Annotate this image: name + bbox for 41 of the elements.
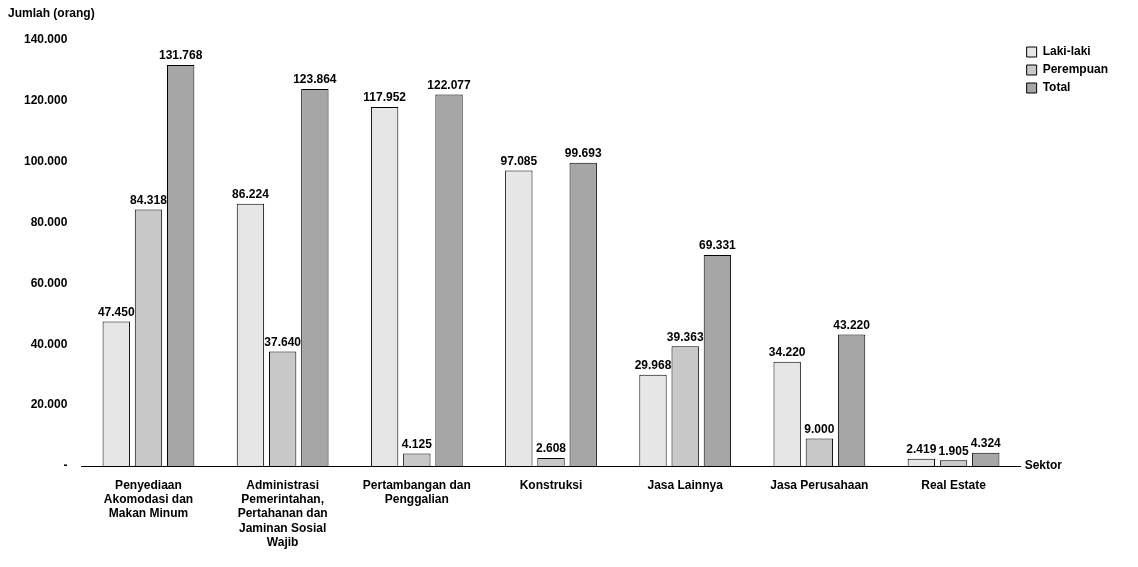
y-tick-label: 100.000 (23, 154, 68, 169)
data-label: 29.968 (634, 358, 672, 373)
data-label: 9.000 (804, 421, 835, 436)
y-axis-title: Jumlah (orang) (8, 6, 95, 21)
data-label: 37.640 (264, 334, 302, 349)
data-label: 123.864 (293, 72, 337, 87)
data-label: 86.224 (232, 186, 270, 201)
x-axis-title: Sektor (1024, 458, 1063, 473)
data-label: 1.905 (938, 443, 969, 458)
data-label: 2.608 (536, 441, 567, 456)
data-label: 4.125 (401, 436, 433, 451)
data-label: 34.220 (768, 345, 806, 360)
y-tick-label: 40.000 (30, 336, 68, 351)
x-tick-label: Administrasi Pemerintahan, Pertahanan dan Jaminan Sosial Wajib (237, 477, 328, 550)
data-label: 4.324 (970, 436, 1002, 451)
data-label: 43.220 (833, 317, 871, 332)
y-tick-label: 80.000 (30, 214, 68, 229)
x-tick-label: Penyediaan Akomodasi dan Makan Minum (103, 477, 194, 521)
data-label: 122.077 (427, 77, 472, 92)
data-label: 47.450 (97, 304, 135, 319)
x-tick-label: Jasa Perusahaan (770, 477, 869, 492)
y-tick-label: 60.000 (30, 275, 68, 290)
data-label: 39.363 (666, 329, 704, 344)
x-tick-label: Pertambangan dan Penggalian (362, 477, 471, 506)
legend-label: Laki-laki (1042, 44, 1091, 59)
legend-label: Perempuan (1042, 62, 1108, 77)
x-tick-label: Real Estate (921, 477, 987, 492)
data-label: 97.085 (500, 153, 538, 168)
data-label: 99.693 (564, 145, 602, 160)
data-label: 131.768 (158, 48, 203, 63)
y-tick-label: 120.000 (23, 93, 68, 108)
data-label: 69.331 (699, 238, 737, 253)
y-tick-label: 140.000 (23, 32, 68, 47)
data-label: 2.419 (906, 441, 937, 456)
data-label: 84.318 (130, 192, 168, 207)
y-tick-label: 20.000 (30, 397, 68, 412)
x-tick-label: Konstruksi (519, 477, 583, 492)
x-tick-label: Jasa Lainnya (647, 477, 724, 492)
legend-label: Total (1042, 80, 1071, 95)
y-tick-label: - (63, 458, 68, 473)
data-label: 117.952 (363, 90, 407, 105)
